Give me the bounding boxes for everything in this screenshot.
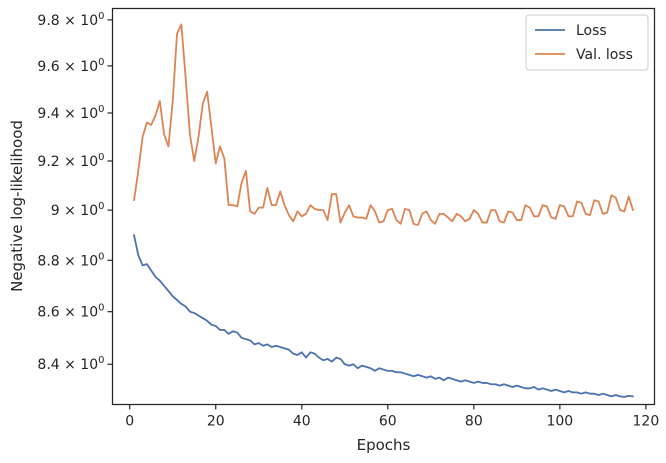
legend: Loss Val. loss	[525, 14, 649, 71]
plot-frame	[111, 7, 656, 406]
y-tick-label: 8.6 × 100	[37, 303, 104, 321]
legend-label-val-loss: Val. loss	[576, 47, 633, 63]
y-tick-label: 9 × 100	[51, 201, 105, 219]
x-tick-label: 20	[207, 414, 225, 430]
legend-label-loss: Loss	[576, 23, 607, 39]
y-axis-label: Negative log-likelihood	[8, 120, 26, 292]
series-line-loss	[133, 234, 634, 398]
y-tick-label: 9.4 × 100	[37, 104, 104, 122]
x-tick-label: 120	[633, 414, 660, 430]
y-tick-label: 8.8 × 100	[37, 251, 104, 269]
x-tick-label: 0	[125, 414, 134, 430]
x-axis-ticks: 0 20 40 60 80 100 120	[125, 404, 660, 430]
y-axis-ticks: 8.4 × 100 8.6 × 100 8.8 × 100 9 × 100 9.2 × …	[37, 11, 113, 373]
x-tick-label: 60	[379, 414, 397, 430]
y-tick-label: 9.2 × 100	[37, 152, 104, 170]
series-line-val-loss	[133, 23, 634, 226]
x-tick-label: 100	[546, 414, 573, 430]
x-axis-label: Epochs	[357, 436, 411, 454]
x-tick-label: 40	[293, 414, 311, 430]
y-tick-label: 9.8 × 100	[37, 11, 104, 29]
y-tick-label: 8.4 × 100	[37, 355, 104, 373]
y-tick-label: 9.6 × 100	[37, 57, 104, 75]
legend-box	[525, 14, 649, 71]
series-layer	[133, 23, 634, 398]
x-tick-label: 80	[465, 414, 483, 430]
